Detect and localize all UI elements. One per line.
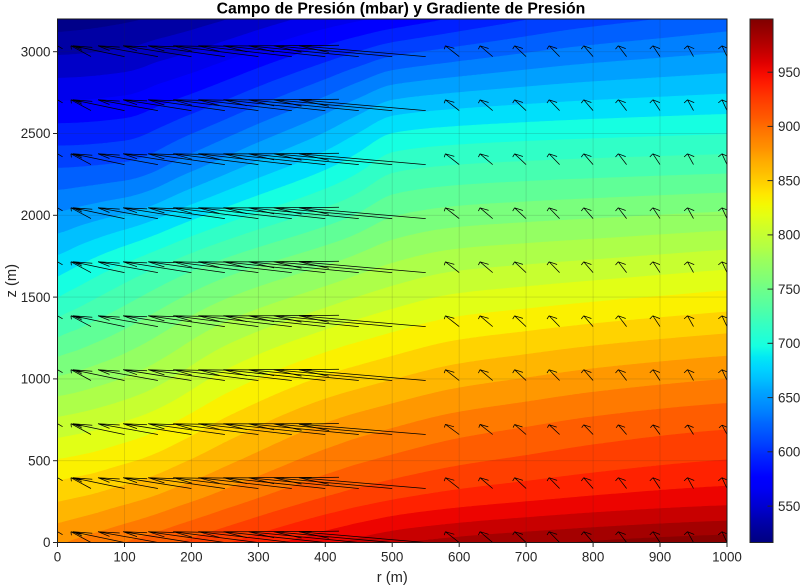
svg-text:Campo de Presión (mbar) y Grad: Campo de Presión (mbar) y Gradiente de P…: [217, 1, 586, 18]
svg-text:0: 0: [43, 535, 50, 550]
svg-text:550: 550: [778, 499, 800, 514]
svg-text:2000: 2000: [21, 208, 51, 223]
svg-text:800: 800: [582, 549, 604, 564]
svg-text:2500: 2500: [21, 126, 51, 141]
svg-text:r (m): r (m): [377, 570, 408, 586]
svg-text:100: 100: [113, 549, 135, 564]
svg-text:700: 700: [515, 549, 537, 564]
svg-text:800: 800: [778, 228, 800, 243]
svg-text:750: 750: [778, 282, 800, 297]
svg-text:950: 950: [778, 65, 800, 80]
svg-text:850: 850: [778, 173, 800, 188]
svg-text:500: 500: [381, 549, 403, 564]
svg-text:0: 0: [54, 549, 61, 564]
svg-text:1000: 1000: [712, 549, 742, 564]
svg-text:300: 300: [247, 549, 269, 564]
svg-text:700: 700: [778, 336, 800, 351]
svg-text:200: 200: [180, 549, 202, 564]
svg-text:3000: 3000: [21, 44, 51, 59]
svg-text:1000: 1000: [21, 372, 51, 387]
svg-text:900: 900: [778, 119, 800, 134]
svg-text:1500: 1500: [21, 290, 51, 305]
svg-text:650: 650: [778, 390, 800, 405]
svg-text:900: 900: [649, 549, 671, 564]
svg-text:400: 400: [314, 549, 336, 564]
svg-text:600: 600: [448, 549, 470, 564]
svg-text:500: 500: [28, 453, 50, 468]
svg-text:600: 600: [778, 445, 800, 460]
svg-text:z (m): z (m): [4, 264, 20, 297]
